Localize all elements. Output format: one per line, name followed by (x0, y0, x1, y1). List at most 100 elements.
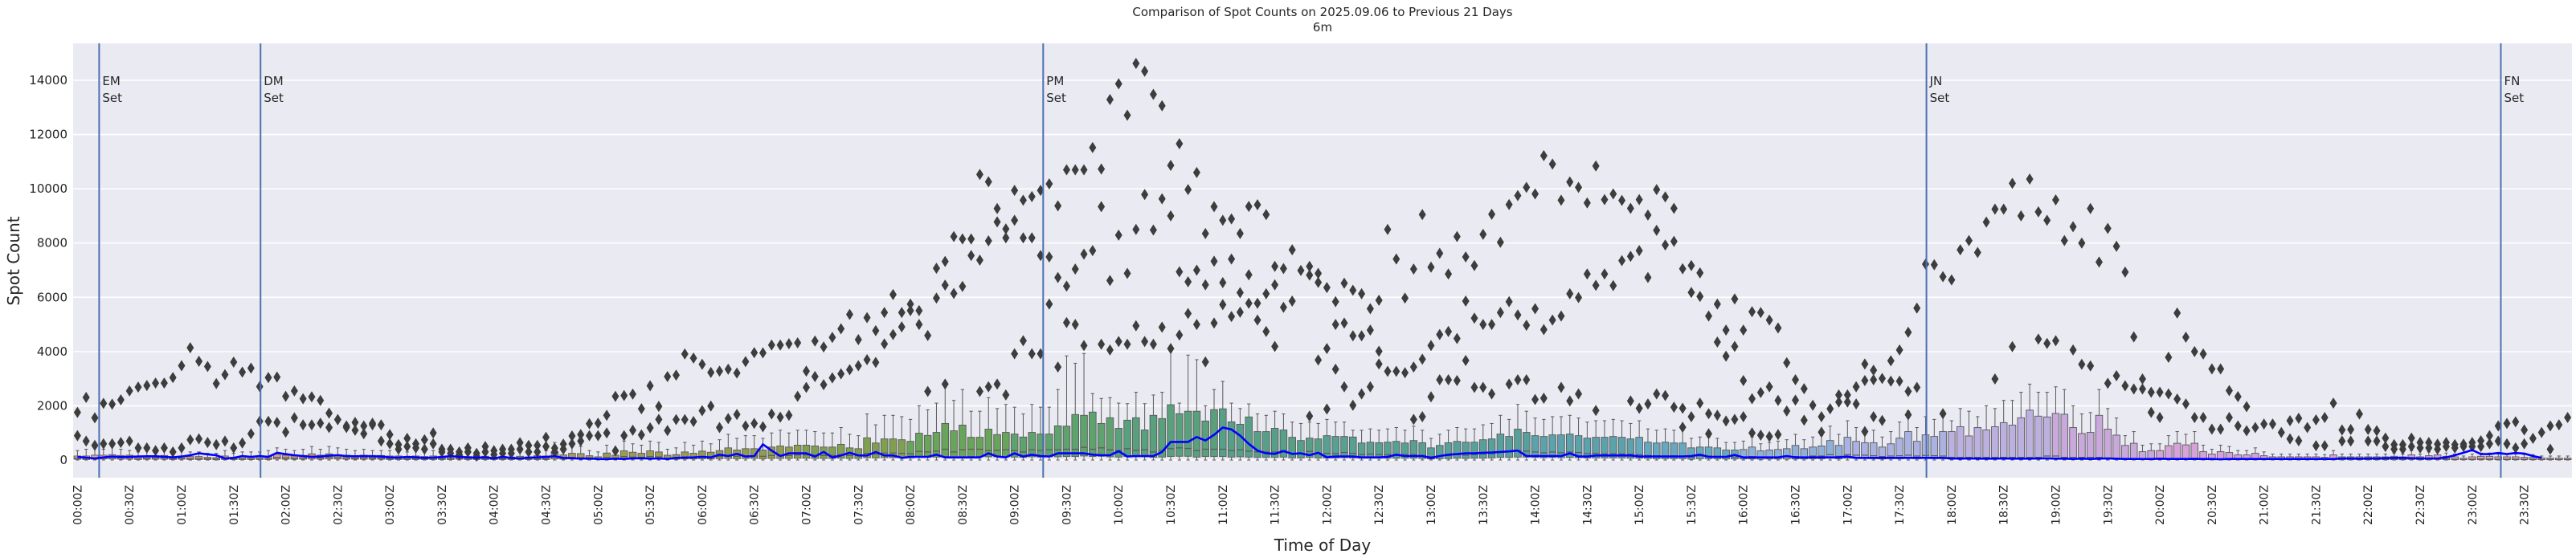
outlier-marker (152, 445, 160, 457)
outlier-marker (256, 381, 264, 393)
outlier-marker (2087, 202, 2095, 214)
outlier-marker (1991, 373, 1999, 385)
outlier-marker (212, 438, 220, 450)
event-label: Set (1046, 91, 1066, 105)
box (1158, 417, 1166, 458)
x-axis-ticks: 00:00Z 00:30Z 01:00Z 01:30Z 02:00Z 02:30Z 03:0… (72, 485, 2531, 525)
x-tick-label: 14:30Z (1581, 485, 1594, 525)
box (993, 434, 1001, 458)
outlier-marker (1306, 269, 1314, 281)
box (1123, 419, 1131, 458)
outlier-marker (1245, 201, 1253, 213)
outlier-marker (742, 356, 750, 368)
outlier-marker (1192, 166, 1200, 178)
outlier-marker (1019, 232, 1027, 244)
today-line (77, 426, 2542, 461)
outlier-marker (290, 412, 298, 424)
x-tick-label: 13:30Z (1478, 485, 1490, 525)
box (1818, 446, 1826, 459)
box (1297, 440, 1305, 458)
box (2034, 415, 2042, 460)
box (880, 438, 889, 458)
outlier-marker (1384, 365, 1392, 377)
outlier-marker (1748, 393, 1756, 405)
outlier-marker (2043, 337, 2051, 349)
outlier-marker (1409, 361, 1417, 373)
outlier-marker (2398, 443, 2406, 455)
outlier-marker (1583, 268, 1591, 280)
outlier-marker (1462, 250, 1470, 263)
box (2042, 416, 2051, 459)
x-tick-label: 00:30Z (124, 485, 137, 525)
x-tick-label: 04:30Z (541, 485, 554, 525)
outlier-marker (1740, 375, 1748, 387)
x-tick-label: 19:30Z (2102, 485, 2115, 525)
box (1080, 414, 1088, 457)
box (1765, 450, 1773, 460)
outlier-marker (1418, 353, 1426, 365)
outlier-marker (637, 403, 645, 415)
outlier-marker (1158, 321, 1166, 333)
outlier-marker (984, 235, 992, 247)
outlier-marker (1922, 259, 1930, 271)
outlier-marker (299, 393, 307, 405)
box (1245, 416, 1253, 458)
box (1652, 442, 1661, 459)
event-lines: EM Set DM Set PM Set JN Set FN Set (98, 43, 2524, 478)
outlier-marker (1539, 149, 1548, 161)
box (750, 448, 758, 459)
outlier-marker (1765, 381, 1773, 393)
outlier-marker (1141, 189, 1149, 201)
outlier-marker (1957, 244, 1965, 256)
outlier-marker (577, 435, 585, 447)
box (1791, 445, 1800, 460)
box (802, 445, 811, 459)
outlier-marker (2051, 335, 2059, 347)
outlier-marker (1167, 210, 1175, 222)
outlier-marker (1861, 375, 1869, 387)
outlier-marker (1470, 259, 1478, 271)
y-tick-label: 6000 (37, 290, 67, 304)
outlier-marker (1340, 277, 1348, 289)
outlier-marker (1271, 340, 1279, 352)
outlier-marker (2112, 240, 2120, 252)
outlier-marker (108, 398, 117, 410)
outlier-marker (2165, 388, 2173, 400)
outlier-marker (2060, 234, 2068, 246)
outlier-marker (767, 339, 775, 351)
outlier-marker (2416, 442, 2424, 454)
outlier-marker (516, 443, 524, 455)
outlier-marker (1080, 340, 1088, 352)
outlier-marker (845, 308, 853, 320)
outlier-marker (1904, 409, 1912, 421)
outlier-marker (1436, 328, 1444, 340)
outlier-marker (1123, 338, 1131, 350)
box (1695, 446, 1704, 459)
outlier-marker (733, 367, 741, 379)
outlier-marker (1678, 422, 1687, 434)
box (1609, 436, 1617, 458)
x-tick-label: 22:30Z (2414, 485, 2427, 525)
outlier-marker (2008, 177, 2016, 189)
box (1184, 410, 1192, 457)
outlier-marker (1236, 227, 1244, 239)
outlier-marker (2390, 443, 2398, 455)
outlier-marker (872, 356, 880, 369)
outlier-marker (2208, 363, 2216, 375)
outlier-marker (1800, 414, 1808, 426)
outlier-marker (203, 437, 211, 449)
outlier-marker (2165, 351, 2173, 363)
outlier-marker (1071, 263, 1079, 275)
outlier-marker (1080, 164, 1088, 176)
outlier-marker (2069, 344, 2077, 356)
outlier-marker (820, 379, 828, 391)
outlier-marker (1939, 408, 1947, 420)
box (1349, 436, 1357, 458)
outlier-marker (758, 347, 767, 359)
outlier-marker (811, 370, 819, 382)
outlier-marker (1002, 223, 1010, 235)
outlier-marker (1401, 292, 1409, 304)
outlier-marker (1566, 395, 1574, 407)
outlier-marker (2320, 440, 2329, 452)
outlier-marker (1349, 330, 1357, 342)
